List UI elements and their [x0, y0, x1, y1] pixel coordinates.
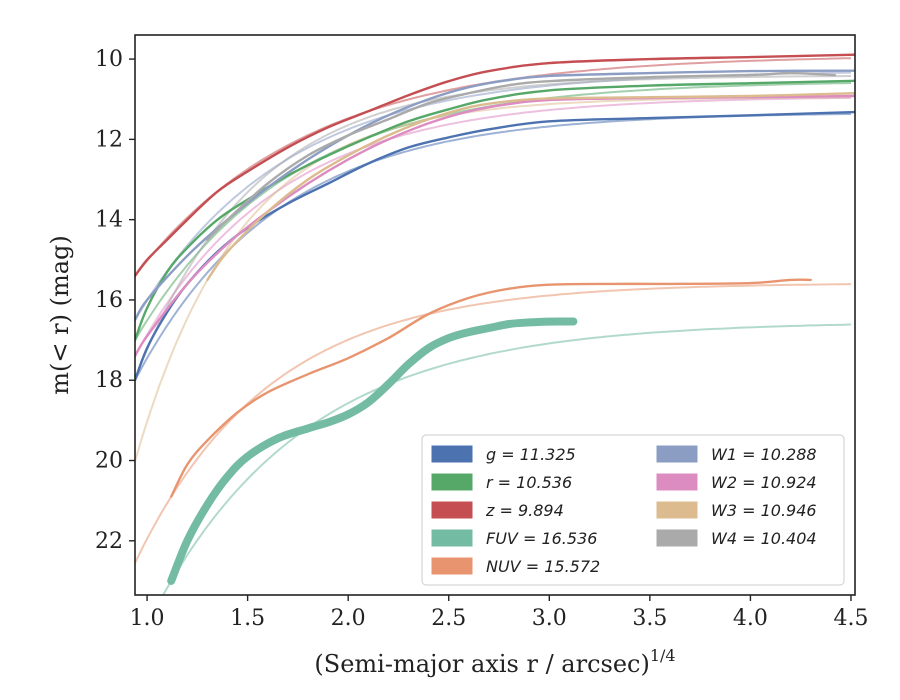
y-tick-label: 16: [95, 288, 123, 313]
y-tick-label: 18: [95, 368, 123, 393]
series-line-W4: [206, 71, 837, 241]
y-tick-label: 22: [95, 529, 123, 554]
x-tick-label: 2.5: [431, 606, 466, 631]
y-tick-label: 14: [95, 208, 123, 233]
legend-label-z: z = 9.894: [485, 501, 564, 520]
x-tick-label: 3.5: [632, 606, 667, 631]
x-tick-label: 4.5: [833, 606, 868, 631]
legend-swatch-FUV: [431, 529, 473, 547]
x-tick-label: 3.0: [532, 606, 567, 631]
x-axis-ticks: 1.0 1.5 2.0 2.5 3.0 3.5 4.0 4.5: [130, 595, 868, 631]
series-line-FUV: [167, 317, 578, 585]
legend-label-FUV: FUV = 16.536: [486, 529, 597, 548]
fit-line-W4: [135, 75, 852, 380]
legend-label-W2: W2 = 10.924: [711, 473, 817, 492]
legend-label-r: r = 10.536: [486, 473, 572, 492]
series-line-r: [135, 79, 855, 342]
legend-swatch-r: [431, 473, 473, 491]
y-tick-label: 20: [95, 449, 123, 474]
legend-label-W1: W1 = 10.288: [711, 445, 817, 464]
plot-frame: [134, 34, 856, 596]
legend-swatch-W1: [656, 445, 698, 463]
legend-swatch-W4: [656, 529, 698, 547]
legend-swatch-W3: [656, 501, 698, 519]
y-axis-ticks: 10 12 14 16 18 20 22: [95, 47, 135, 554]
x-tick-label: 4.0: [733, 606, 768, 631]
legend-swatch-W2: [656, 473, 698, 491]
legend-label-W4: W4 = 10.404: [711, 529, 817, 548]
fit-line-NUV: [135, 283, 852, 564]
fit-line-FUV: [161, 323, 852, 595]
legend-label-NUV: NUV = 15.572: [486, 557, 600, 576]
y-axis-label: m(< r) (mag): [46, 235, 74, 394]
legend-swatch-z: [431, 501, 473, 519]
x-tick-label: 1.0: [130, 606, 165, 631]
y-tick-label: 10: [95, 47, 123, 72]
fit-line-W2: [135, 96, 852, 357]
y-tick-label: 12: [95, 127, 123, 152]
measured-profile-lines: [135, 53, 855, 585]
x-tick-label: 1.5: [230, 606, 265, 631]
legend-label-g: g = 11.325: [486, 445, 576, 464]
x-axis-label: (Semi-major axis r / arcsec)1/4: [314, 646, 675, 678]
series-line-W1: [135, 69, 855, 322]
series-line-NUV: [170, 278, 812, 498]
series-line-z: [135, 53, 855, 278]
legend-swatch-g: [431, 445, 473, 463]
x-tick-label: 2.0: [331, 606, 366, 631]
legend-swatch-NUV: [431, 557, 473, 575]
legend-box: [421, 434, 845, 586]
legend: g = 11.325 r = 10.536 z = 9.894 FUV = 16.53…: [421, 434, 845, 586]
legend-label-W3: W3 = 10.946: [711, 501, 817, 520]
series-line-W3: [206, 92, 855, 282]
